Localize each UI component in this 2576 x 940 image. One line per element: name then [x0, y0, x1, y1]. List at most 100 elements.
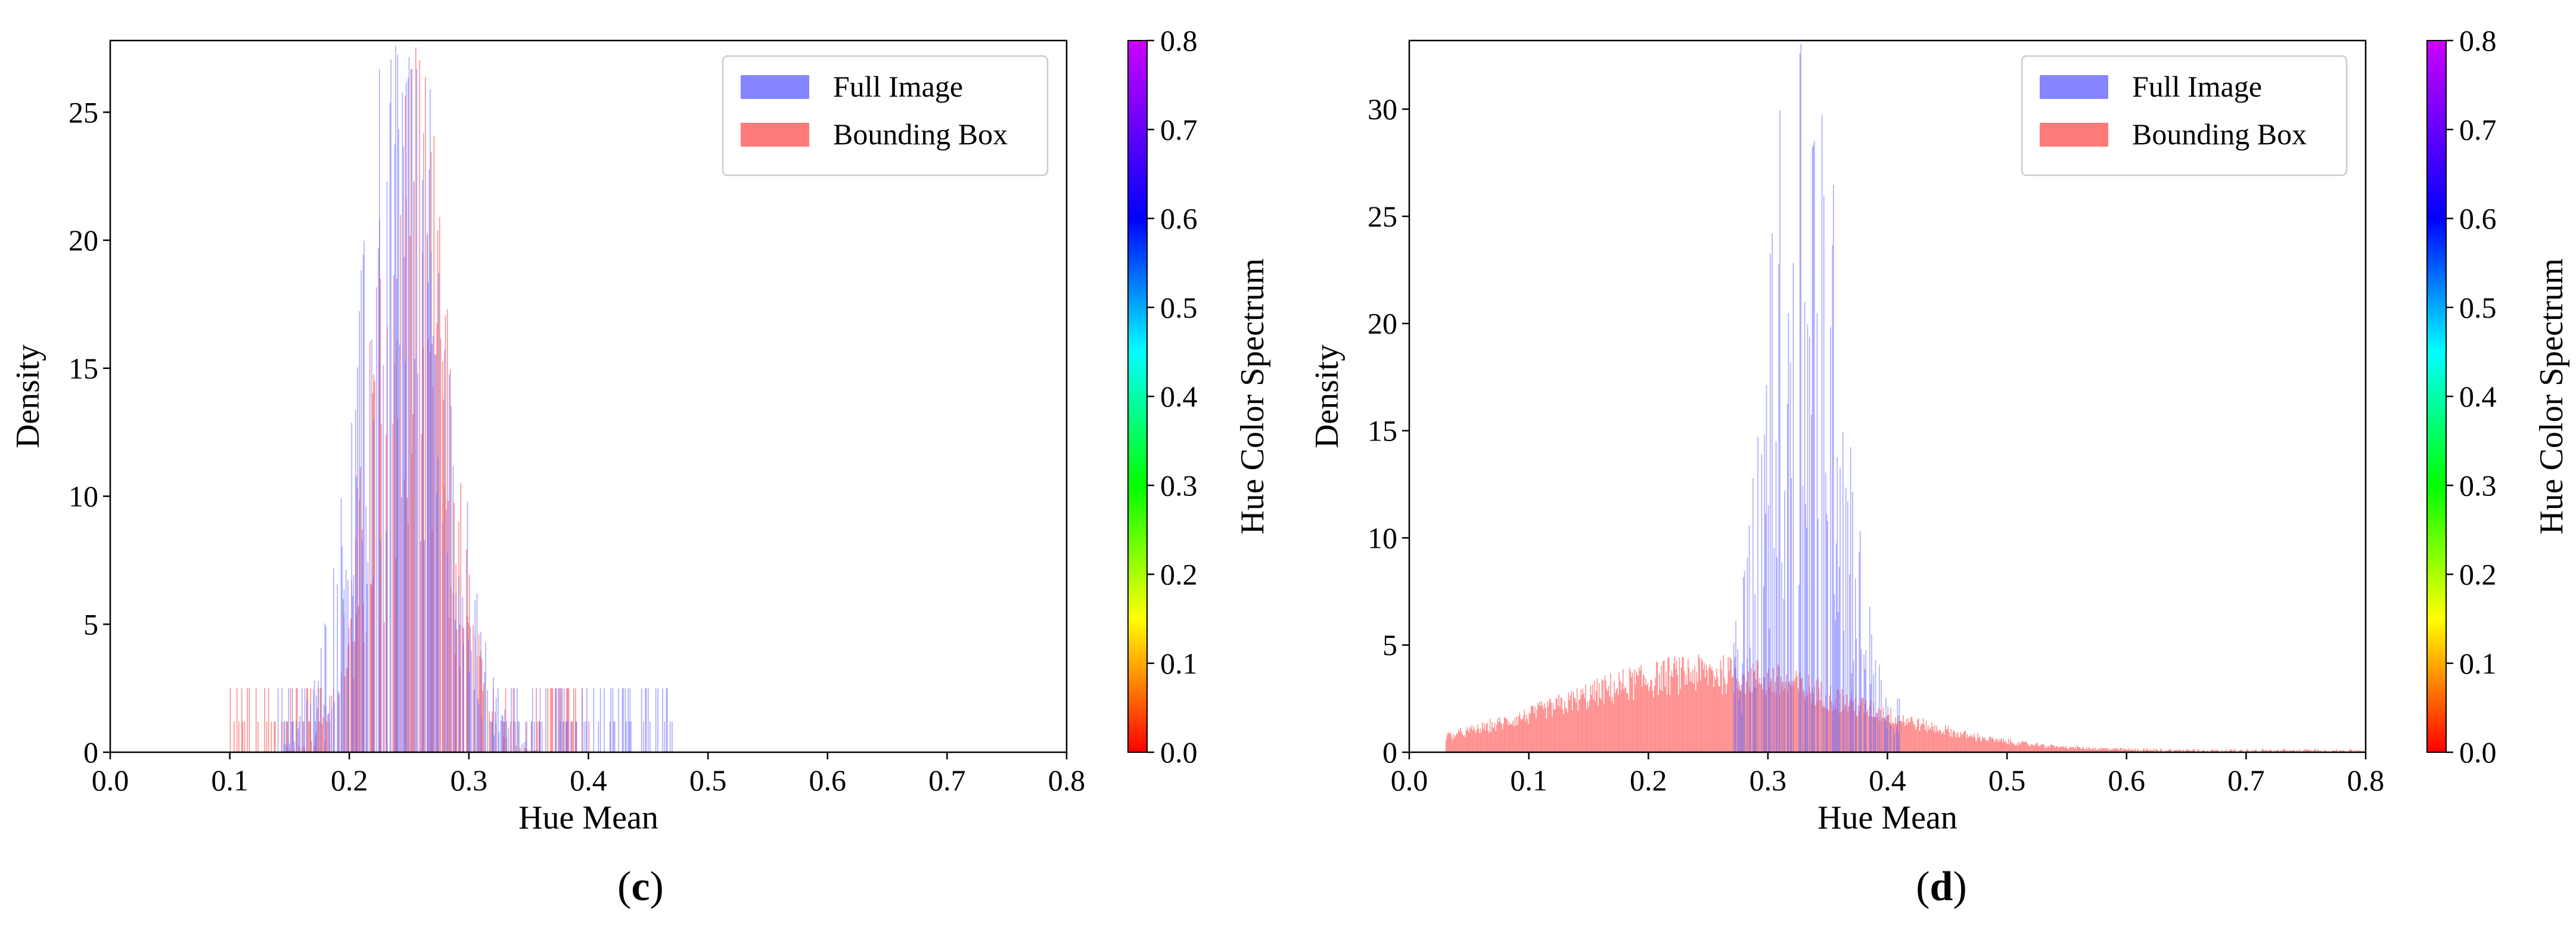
- histogram-bar: [526, 721, 527, 752]
- histogram-bar: [1588, 707, 1589, 752]
- histogram-bar: [517, 688, 518, 752]
- histogram-bar: [2350, 749, 2351, 752]
- y-tick-label: 0: [1382, 736, 1397, 769]
- histogram-bar: [352, 595, 353, 752]
- histogram-bar: [1668, 657, 1670, 752]
- histogram-bar: [1943, 731, 1944, 752]
- histogram-bar: [2334, 750, 2335, 752]
- histogram-bar: [2039, 746, 2041, 752]
- histogram-bar: [1866, 712, 1867, 752]
- histogram-bar: [2132, 749, 2133, 752]
- colorbar-gradient: [1127, 40, 1148, 753]
- histogram-bar: [359, 311, 360, 752]
- histogram-bar: [1491, 722, 1493, 752]
- colorbar-tick-label: 0.5: [2459, 291, 2497, 324]
- histogram-bar: [415, 47, 417, 753]
- histogram-bar: [1692, 669, 1693, 752]
- histogram-bar: [2062, 746, 2064, 752]
- histogram-bar: [358, 606, 359, 752]
- histogram-bar: [1549, 700, 1550, 752]
- histogram-bar: [1484, 724, 1485, 752]
- histogram-bar: [2309, 749, 2310, 752]
- histogram-bar: [1813, 145, 1814, 752]
- histogram-bar: [289, 743, 290, 752]
- histogram-bar: [524, 747, 526, 752]
- histogram-bar: [508, 728, 509, 752]
- histogram-bar: [2302, 750, 2304, 752]
- histogram-bar: [1557, 705, 1559, 752]
- histogram-bar: [1730, 659, 1732, 752]
- histogram-bar: [1683, 657, 1684, 752]
- histogram-bar: [2148, 749, 2150, 752]
- histogram-bar: [1453, 734, 1455, 752]
- histogram-bar: [468, 640, 469, 752]
- histogram-bar: [1666, 694, 1668, 752]
- histogram-bar: [1879, 710, 1881, 752]
- histogram-bar: [1509, 724, 1511, 752]
- histogram-bar: [481, 717, 483, 752]
- histogram-bar: [287, 721, 288, 752]
- histogram-bar: [268, 688, 269, 752]
- histogram-bar: [1628, 700, 1630, 752]
- histogram-bar: [1823, 196, 1825, 752]
- histogram-bar: [1522, 719, 1523, 752]
- histogram-bar: [1789, 362, 1791, 752]
- histogram-bar: [1773, 547, 1775, 752]
- histogram-bar: [2036, 743, 2037, 752]
- histogram-bar: [281, 688, 282, 752]
- histogram-bar: [2342, 750, 2344, 752]
- histogram-bar: [2098, 749, 2099, 752]
- histogram-bar: [381, 424, 382, 752]
- histogram-bar: [1640, 665, 1642, 752]
- histogram-bar: [1495, 731, 1497, 752]
- histogram-bar: [498, 731, 500, 752]
- x-tick-label: 0.5: [689, 764, 727, 797]
- histogram-bar: [1955, 737, 1957, 752]
- histogram-bar: [2344, 750, 2345, 752]
- histogram-bar: [1820, 682, 1822, 752]
- histogram-bar: [1808, 675, 1809, 752]
- histogram-bar: [1650, 680, 1652, 752]
- histogram-bar: [1528, 712, 1530, 752]
- histogram-bar: [1848, 706, 1850, 752]
- histogram-bar: [2089, 749, 2090, 752]
- colorbar-tick-label: 0.7: [1160, 113, 1198, 146]
- histogram-bar: [1717, 677, 1719, 752]
- histogram-bar: [1694, 666, 1695, 752]
- histogram-bar: [376, 287, 377, 753]
- histogram-bar: [453, 502, 455, 752]
- histogram-bar: [1722, 694, 1723, 752]
- histogram-bar: [1478, 728, 1480, 752]
- histogram-bar: [1663, 661, 1664, 752]
- histogram-bar: [1677, 674, 1679, 752]
- histogram-bar: [333, 568, 334, 752]
- histogram-bar: [1465, 737, 1466, 752]
- histogram-bar: [2164, 750, 2166, 752]
- histogram-bar: [2246, 749, 2247, 752]
- histogram-bar: [1842, 432, 1844, 752]
- histogram-bar: [1472, 730, 1474, 752]
- histogram-bar: [1698, 654, 1699, 752]
- histogram-bar: [514, 688, 515, 752]
- histogram-bar: [1941, 733, 1943, 752]
- histogram-bar: [1831, 701, 1832, 752]
- histogram-bar: [2045, 746, 2046, 752]
- y-tick-label: 15: [1368, 414, 1397, 448]
- histogram-bar: [2047, 746, 2049, 752]
- histogram-bar: [1629, 668, 1630, 752]
- histogram-bar: [1802, 486, 1804, 752]
- histogram-bar: [2216, 750, 2218, 752]
- histogram-bar: [442, 522, 443, 752]
- histogram-bar: [1838, 612, 1839, 752]
- colorbar-tick-label: 0.2: [2459, 558, 2497, 591]
- histogram-bar: [1493, 727, 1494, 752]
- histogram-bar: [567, 721, 568, 752]
- histogram-bar: [1608, 685, 1609, 752]
- histogram-bar: [408, 57, 410, 753]
- histogram-bar: [539, 721, 540, 752]
- histogram-bar: [1565, 708, 1567, 752]
- histogram-bar: [2351, 750, 2353, 752]
- histogram-bar: [1996, 739, 1998, 752]
- histogram-bar: [563, 721, 565, 752]
- histogram-bar: [627, 688, 629, 752]
